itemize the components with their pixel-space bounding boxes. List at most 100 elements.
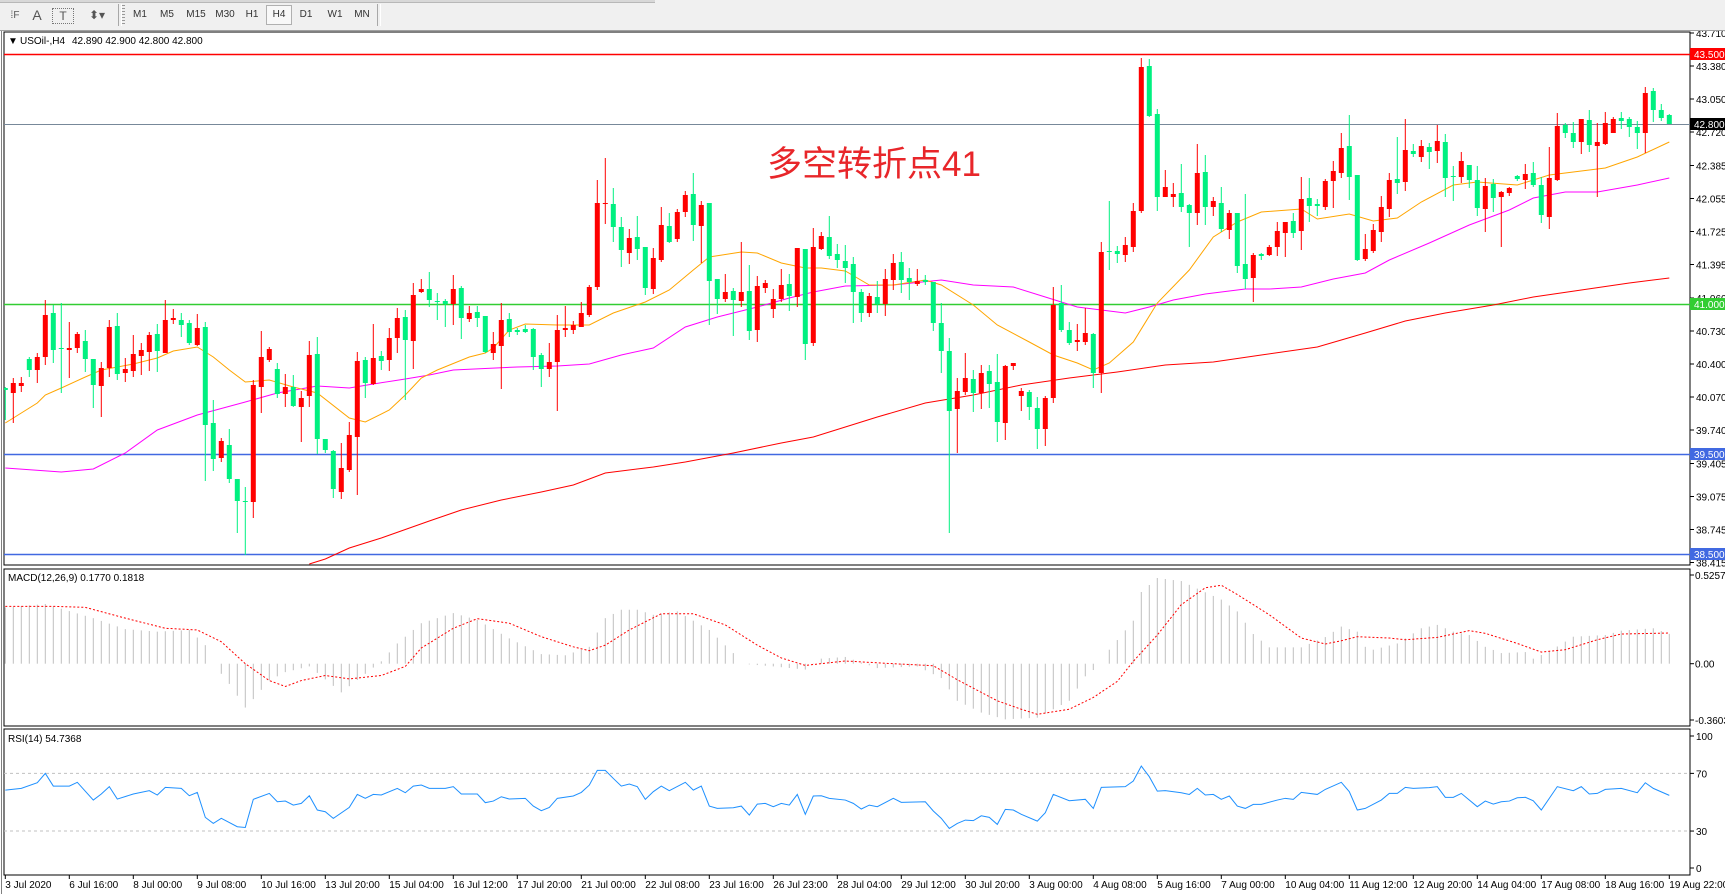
price-axis-label: 41.725	[1696, 228, 1725, 239]
candle-bullish	[170, 318, 176, 320]
text-tool-icon[interactable]: A	[32, 7, 42, 23]
candle-bearish	[202, 327, 208, 425]
candle-bearish	[90, 359, 96, 385]
time-axis-label: 21 Jul 00:00	[581, 880, 636, 891]
candle-bullish	[98, 368, 104, 386]
main-price-panel[interactable]	[3, 53, 1690, 565]
candle-bullish	[1378, 207, 1384, 232]
candle-bearish	[1306, 198, 1312, 206]
period-h4-button[interactable]: H4	[266, 5, 292, 25]
candle-bullish	[1098, 252, 1104, 373]
price-level-label-bg	[1690, 548, 1725, 560]
time-axis-label: 17 Jul 20:00	[517, 880, 572, 891]
candle-bearish	[1538, 185, 1544, 215]
candle-bullish	[1138, 67, 1144, 211]
price-level-label: 39.500	[1694, 450, 1725, 461]
candle-bullish	[354, 361, 360, 437]
candle-bearish	[1258, 254, 1264, 256]
candle-bearish	[1650, 91, 1656, 110]
candle-bearish	[970, 379, 976, 393]
period-m15-button[interactable]: M15	[186, 9, 206, 20]
candle-bearish	[1354, 175, 1360, 260]
moving-average-slow	[309, 277, 1670, 565]
candle-bullish	[162, 320, 168, 353]
candle-bearish	[1234, 213, 1240, 266]
text-label-tool-icon[interactable]: T	[52, 8, 74, 24]
candle-bearish	[1090, 334, 1096, 373]
properties-icon[interactable]: ⁞F	[10, 9, 20, 21]
toolbar-separator	[118, 4, 122, 26]
candle-bearish	[1474, 180, 1480, 208]
time-axis-label: 3 Aug 00:00	[1029, 880, 1083, 891]
time-axis-label: 22 Jul 08:00	[645, 880, 700, 891]
candle-bullish	[130, 354, 136, 371]
rsi-panel[interactable]	[4, 765, 1690, 832]
macd-axis-label: 0.5257	[1695, 571, 1725, 582]
candle-bullish	[810, 247, 816, 343]
candle-bullish	[386, 338, 392, 360]
candle-bullish	[1362, 249, 1368, 259]
candle-bullish	[346, 435, 352, 470]
macd-panel[interactable]	[4, 578, 1670, 720]
price-level-label-bg	[1690, 48, 1725, 60]
candle-bullish	[218, 441, 224, 458]
candle-bullish	[818, 236, 824, 249]
candle-bullish	[1482, 186, 1488, 209]
period-m1-button[interactable]: M1	[133, 9, 147, 20]
price-level-label: 43.500	[1694, 50, 1725, 61]
candle-bearish	[1442, 142, 1448, 178]
arrows-tool-icon[interactable]: ⬍▾	[88, 8, 106, 22]
candle-bullish	[1194, 173, 1200, 213]
price-level-label-bg	[1690, 118, 1725, 130]
candle-bullish	[578, 313, 584, 327]
candle-bearish	[1290, 221, 1296, 233]
rsi-panel-frame	[3, 728, 1691, 876]
period-w1-button[interactable]: W1	[327, 9, 343, 20]
price-level-label: 42.800	[1694, 120, 1725, 131]
candle-bullish	[1002, 366, 1008, 423]
period-d1-button[interactable]: D1	[299, 9, 313, 20]
time-axis-label: 7 Aug 00:00	[1221, 880, 1275, 891]
candle-bearish	[522, 329, 528, 332]
macd-signal-line	[5, 584, 1670, 715]
price-axis-label: 38.745	[1696, 526, 1725, 537]
price-axis-label: 39.740	[1696, 426, 1725, 437]
period-m5-button[interactable]: M5	[160, 9, 174, 20]
time-axis-label: 30 Jul 20:00	[965, 880, 1020, 891]
candle-bullish	[1282, 222, 1288, 233]
candle-bullish	[498, 320, 504, 346]
time-axis-label: 4 Aug 08:00	[1093, 880, 1147, 891]
candle-bearish	[834, 254, 840, 260]
period-mn-button[interactable]: MN	[354, 9, 370, 20]
period-m30-button[interactable]: M30	[215, 9, 235, 20]
candle-bullish	[1602, 123, 1608, 144]
chart-header-arrow[interactable]: ▼	[8, 36, 18, 47]
candle-bullish	[10, 383, 16, 393]
candle-bullish	[1274, 231, 1280, 247]
candle-bearish	[4, 388, 8, 390]
candle-bullish	[194, 328, 200, 345]
candle-bullish	[1170, 194, 1176, 197]
ohlc-values: 42.890 42.900 42.800 42.800	[72, 36, 203, 47]
rsi-axis-label: 0	[1696, 864, 1702, 875]
candle-bearish	[930, 282, 936, 323]
time-axis-label: 5 Aug 16:00	[1157, 880, 1211, 891]
candle-bearish	[538, 355, 544, 369]
candle-bearish	[714, 279, 720, 299]
candle-bearish	[634, 237, 640, 249]
candle-bearish	[234, 479, 240, 501]
candle-bullish	[754, 286, 760, 330]
candle-bearish	[314, 354, 320, 439]
macd-panel-frame	[3, 568, 1691, 727]
macd-axis-label: -0.3603	[1695, 716, 1725, 727]
candle-bearish	[154, 334, 160, 351]
rsi-label: RSI(14) 54.7368	[8, 734, 82, 745]
candle-bearish	[1218, 203, 1224, 229]
candle-bullish	[626, 238, 632, 253]
candle-bearish	[690, 194, 696, 225]
period-h1-button[interactable]: H1	[245, 9, 259, 20]
candle-bullish	[1610, 119, 1616, 133]
candle-bullish	[490, 344, 496, 353]
toolbar-grip[interactable]	[122, 5, 125, 25]
